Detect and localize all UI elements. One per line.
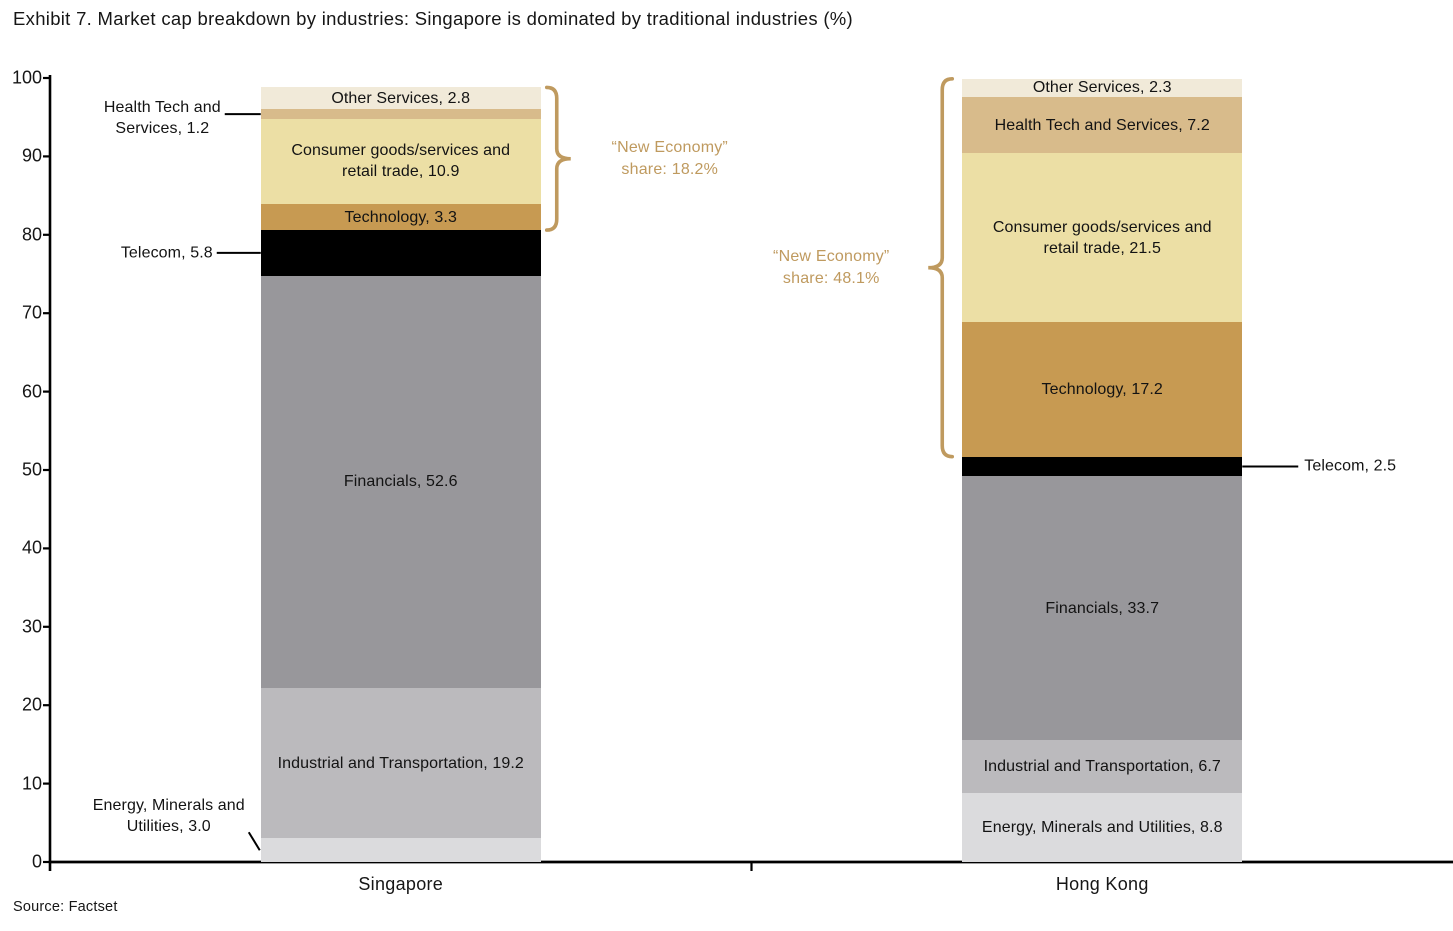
label-line: Consumer goods/services and	[992, 218, 1212, 236]
y-tick-label: 30	[21, 616, 42, 637]
y-tick-label: 100	[11, 67, 42, 88]
label-line: retail trade, 10.9	[342, 163, 460, 181]
y-tick-label: 80	[21, 224, 42, 245]
label-line: retail trade, 21.5	[1043, 239, 1161, 257]
label-line: share: 48.1%	[782, 269, 880, 287]
y-tick-label: 0	[31, 851, 42, 872]
segment-label: Financials, 33.7	[962, 476, 1242, 740]
label-line: share: 18.2%	[621, 160, 719, 178]
bar-segment: Other Services, 2.8	[260, 87, 541, 110]
source-note: Source: Factset	[13, 899, 118, 915]
label-line: Industrial and Transportation, 6.7	[983, 758, 1221, 776]
new-economy-brace	[544, 85, 571, 232]
y-tick-label: 20	[21, 694, 42, 715]
label-line: Industrial and Transportation, 19.2	[277, 754, 524, 772]
label-line: Other Services, 2.3	[1032, 79, 1172, 97]
bar-segment: Industrial and Transportation, 19.2	[260, 687, 541, 839]
label-line: “New Economy”	[773, 247, 890, 265]
segment-label: Industrial and Transportation, 6.7	[962, 740, 1242, 793]
y-tick-label: 70	[21, 302, 42, 323]
segment-label: Technology, 3.3	[261, 204, 541, 230]
label-line: Technology, 3.3	[344, 208, 457, 226]
y-tick-label: 60	[21, 381, 42, 402]
bar-segment: Other Services, 2.3	[962, 78, 1243, 97]
label-line: Telecom, 5.8	[120, 244, 213, 262]
bar-segment: Industrial and Transportation, 6.7	[962, 740, 1243, 793]
segment-label: Consumer goods/services and retail trade,…	[261, 119, 541, 204]
label-line: Health Tech and	[103, 99, 221, 117]
y-tick-label: 90	[21, 145, 42, 166]
y-tick-label: 40	[21, 537, 42, 558]
category-label: Hong Kong	[1055, 874, 1149, 894]
chart-title: Exhibit 7. Market cap breakdown by indus…	[13, 8, 853, 29]
bar-segment: Consumer goods/services and retail trade,…	[962, 153, 1243, 322]
label-line: Energy, Minerals and	[92, 797, 245, 815]
callout-label: Telecom, 2.5	[1304, 456, 1396, 477]
segment-label: Consumer goods/services and retail trade,…	[962, 153, 1242, 322]
segment-label: Financials, 52.6	[261, 276, 541, 688]
bar-segment: Health Tech and Services, 7.2	[962, 96, 1243, 154]
segment-label: Other Services, 2.3	[962, 79, 1242, 97]
label-line: Financials, 33.7	[1045, 599, 1160, 617]
bar-segment	[962, 456, 1243, 477]
label-line: Energy, Minerals and Utilities, 8.8	[981, 818, 1223, 836]
bar-segment	[260, 838, 541, 862]
segment-label: Other Services, 2.8	[261, 87, 541, 109]
bar-segment	[260, 230, 541, 276]
bar-segment: Consumer goods/services and retail trade,…	[260, 118, 541, 205]
bar-segment: Technology, 17.2	[962, 321, 1243, 457]
label-line: Other Services, 2.8	[331, 89, 471, 107]
label-line: Services, 1.2	[115, 120, 210, 138]
bar-segment: Financials, 52.6	[260, 275, 541, 688]
callout-label: Energy, Minerals and Utilities, 3.0	[93, 795, 245, 837]
label-line: Technology, 17.2	[1041, 380, 1163, 398]
y-tick-label: 50	[21, 459, 42, 480]
bar-segment: Energy, Minerals and Utilities, 8.8	[962, 793, 1243, 862]
y-tick-label: 10	[21, 773, 42, 794]
new-economy-annotation: “New Economy” share: 48.1%	[746, 246, 916, 290]
label-line: Consumer goods/services and	[291, 142, 511, 160]
segment-label: Technology, 17.2	[962, 322, 1242, 457]
label-line: Telecom, 2.5	[1304, 457, 1397, 475]
segment-label: Industrial and Transportation, 19.2	[261, 688, 541, 839]
label-line: Financials, 52.6	[343, 473, 458, 491]
bar-segment: Technology, 3.3	[260, 204, 541, 231]
label-line: “New Economy”	[611, 138, 728, 156]
bar-segment: Financials, 33.7	[962, 476, 1243, 741]
bar-segment	[260, 109, 541, 119]
new-economy-annotation: “New Economy” share: 18.2%	[595, 137, 745, 181]
leader-line	[247, 831, 261, 851]
segment-label: Health Tech and Services, 7.2	[962, 97, 1242, 153]
label-line: Utilities, 3.0	[126, 818, 211, 836]
segment-label: Energy, Minerals and Utilities, 8.8	[962, 793, 1242, 862]
category-label: Singapore	[358, 874, 444, 894]
callout-label: Health Tech and Services, 1.2	[104, 97, 221, 139]
new-economy-brace	[928, 76, 955, 459]
label-line: Health Tech and Services, 7.2	[994, 116, 1210, 134]
callout-label: Telecom, 5.8	[121, 242, 213, 263]
